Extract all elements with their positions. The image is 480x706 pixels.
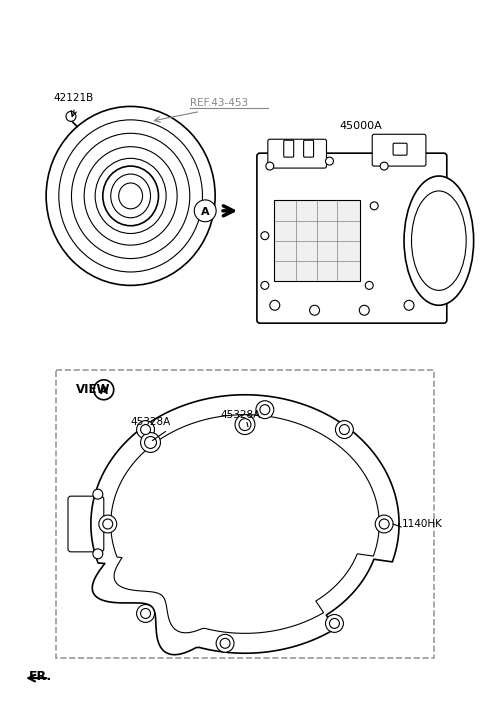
Text: A: A [100, 385, 108, 396]
Circle shape [137, 604, 155, 623]
Text: A: A [201, 207, 209, 217]
FancyBboxPatch shape [274, 200, 360, 282]
Circle shape [370, 202, 378, 210]
FancyBboxPatch shape [68, 496, 104, 552]
Circle shape [325, 157, 334, 165]
Circle shape [256, 401, 274, 419]
Circle shape [266, 162, 274, 170]
Circle shape [375, 515, 393, 533]
Text: 45000A: 45000A [339, 121, 382, 131]
Circle shape [141, 609, 151, 618]
Text: FR.: FR. [29, 670, 52, 683]
Ellipse shape [103, 166, 158, 226]
Circle shape [339, 424, 349, 434]
Circle shape [216, 635, 234, 652]
Text: 1140HK: 1140HK [402, 519, 443, 529]
FancyBboxPatch shape [56, 370, 434, 658]
Circle shape [260, 405, 270, 414]
Circle shape [141, 433, 160, 453]
Text: 42121B: 42121B [53, 93, 93, 104]
FancyBboxPatch shape [372, 134, 426, 166]
Ellipse shape [411, 191, 466, 290]
Circle shape [141, 424, 151, 434]
Circle shape [329, 618, 339, 628]
Text: REF.43-453: REF.43-453 [190, 98, 249, 109]
Circle shape [93, 489, 103, 499]
Circle shape [404, 300, 414, 310]
Circle shape [379, 519, 389, 529]
Text: 45328A: 45328A [220, 409, 260, 419]
Ellipse shape [46, 107, 215, 285]
Circle shape [66, 112, 76, 121]
Circle shape [220, 638, 230, 648]
Circle shape [310, 305, 320, 315]
FancyBboxPatch shape [257, 153, 447, 323]
FancyBboxPatch shape [284, 140, 294, 157]
FancyBboxPatch shape [393, 143, 407, 155]
Circle shape [194, 200, 216, 222]
FancyBboxPatch shape [304, 140, 313, 157]
Circle shape [380, 162, 388, 170]
Circle shape [137, 421, 155, 438]
Circle shape [365, 282, 373, 289]
Text: VIEW: VIEW [76, 383, 110, 396]
Circle shape [144, 436, 156, 448]
Circle shape [270, 300, 280, 310]
FancyBboxPatch shape [268, 139, 326, 168]
Circle shape [94, 380, 114, 400]
Circle shape [261, 282, 269, 289]
Circle shape [336, 421, 353, 438]
Circle shape [93, 549, 103, 559]
Circle shape [239, 419, 251, 431]
Text: 45328A: 45328A [131, 417, 171, 426]
Ellipse shape [404, 176, 474, 305]
Circle shape [235, 414, 255, 434]
Circle shape [360, 305, 369, 315]
Circle shape [325, 614, 343, 633]
Circle shape [99, 515, 117, 533]
Circle shape [103, 519, 113, 529]
Circle shape [261, 232, 269, 239]
